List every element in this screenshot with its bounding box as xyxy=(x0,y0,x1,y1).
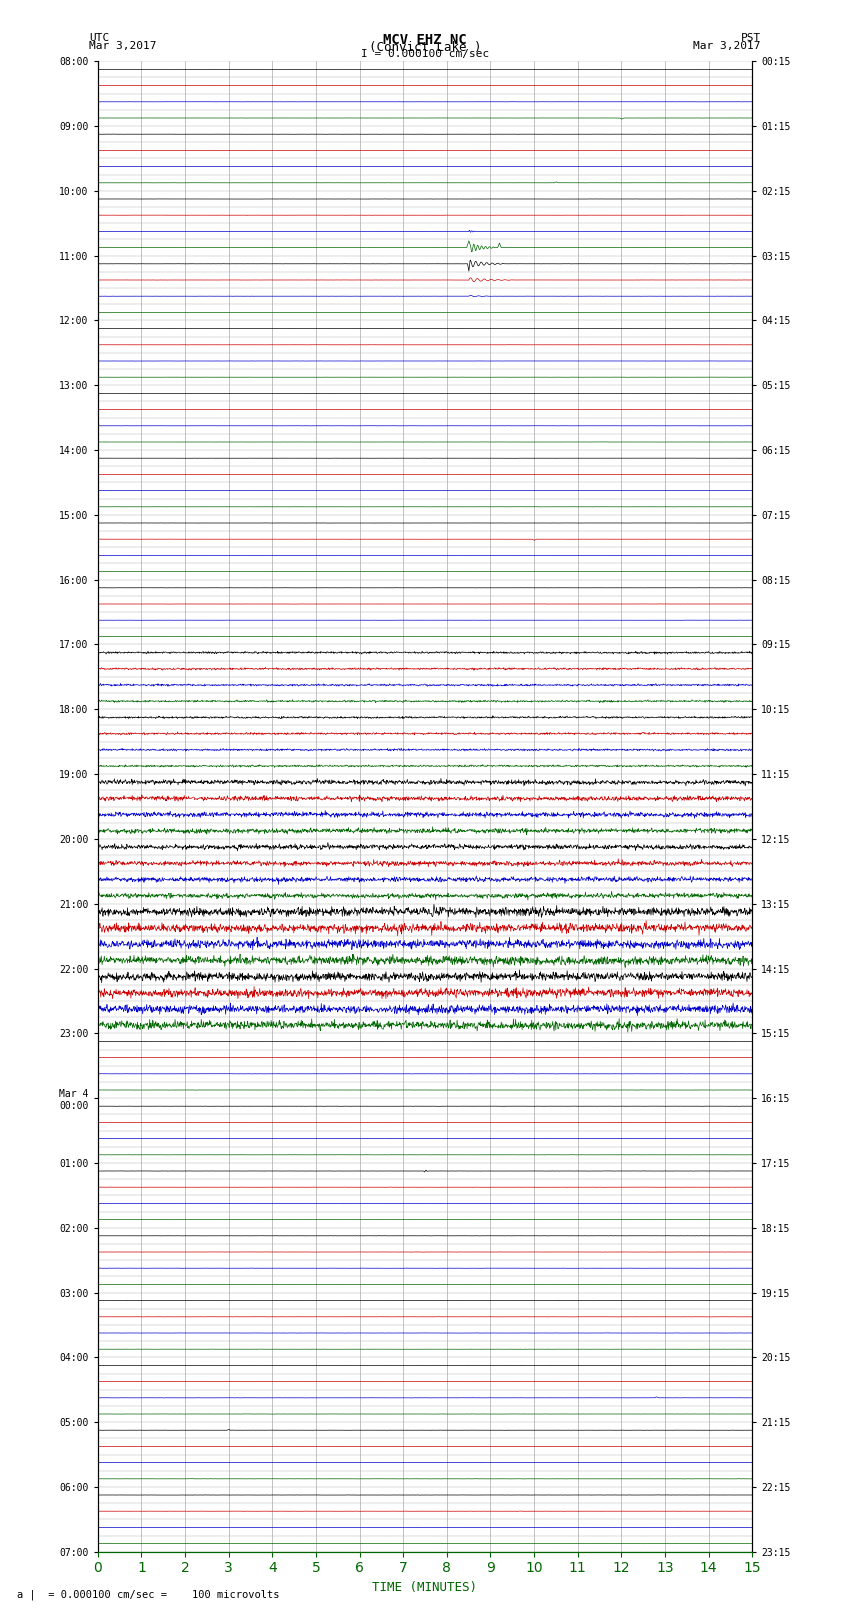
Text: a |  = 0.000100 cm/sec =    100 microvolts: a | = 0.000100 cm/sec = 100 microvolts xyxy=(17,1589,280,1600)
Text: (Convict Lake ): (Convict Lake ) xyxy=(369,40,481,55)
Text: PST: PST xyxy=(740,32,761,44)
Text: UTC: UTC xyxy=(89,32,110,44)
Text: I = 0.000100 cm/sec: I = 0.000100 cm/sec xyxy=(361,50,489,60)
X-axis label: TIME (MINUTES): TIME (MINUTES) xyxy=(372,1581,478,1594)
Text: Mar 3,2017: Mar 3,2017 xyxy=(694,40,761,52)
Text: Mar 3,2017: Mar 3,2017 xyxy=(89,40,156,52)
Text: MCV EHZ NC: MCV EHZ NC xyxy=(383,32,467,47)
